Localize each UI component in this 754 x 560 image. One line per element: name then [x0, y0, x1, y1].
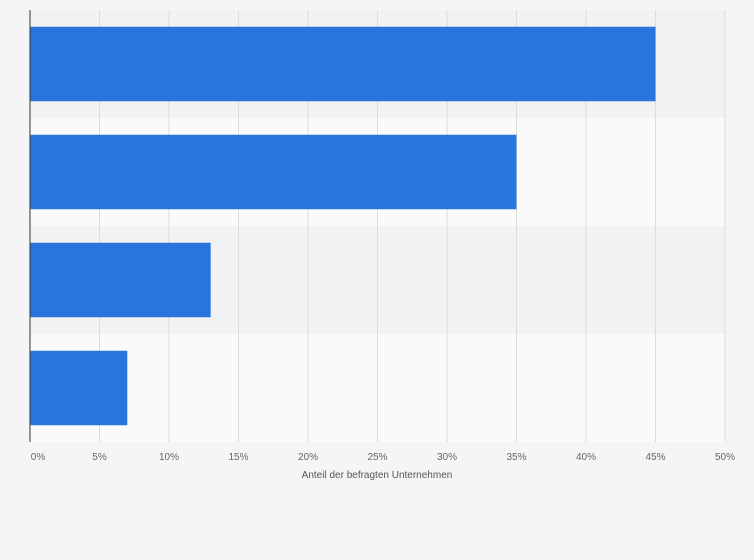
x-tick-label: 20% [298, 452, 318, 463]
x-tick-label: 35% [506, 452, 526, 463]
x-tick-label: 5% [92, 452, 107, 463]
x-tick-label: 40% [576, 452, 596, 463]
x-tick-label: 0% [31, 452, 46, 463]
x-tick-label: 45% [645, 452, 665, 463]
bar [30, 134, 517, 210]
bar [30, 26, 656, 102]
bar [30, 350, 128, 426]
x-tick-label: 50% [715, 452, 735, 463]
x-tick-label: 15% [228, 452, 248, 463]
bar [30, 242, 211, 318]
x-tick-labels: 0% 5% 10% 15% 20% 25% 30% 35% 40% 45% 50% [31, 452, 735, 463]
x-tick-label: 25% [367, 452, 387, 463]
x-axis-label: Anteil der befragten Unternehmen [302, 470, 453, 481]
bars [30, 26, 656, 426]
x-tick-label: 10% [159, 452, 179, 463]
x-tick-label: 30% [437, 452, 457, 463]
